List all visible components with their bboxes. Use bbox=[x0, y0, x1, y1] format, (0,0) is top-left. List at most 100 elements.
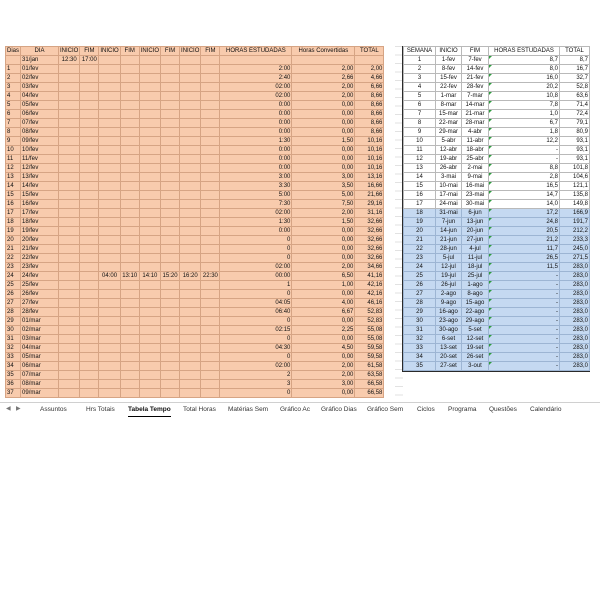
daily-cell[interactable] bbox=[58, 361, 81, 371]
daily-cell[interactable] bbox=[200, 127, 221, 137]
daily-cell[interactable]: 10,16 bbox=[354, 136, 385, 146]
daily-cell[interactable] bbox=[200, 388, 221, 398]
weekly-cell[interactable]: 9 bbox=[403, 127, 436, 137]
weekly-cell[interactable]: 4 bbox=[403, 82, 436, 92]
daily-cell[interactable]: 5,00 bbox=[291, 190, 356, 200]
weekly-cell[interactable]: 5-abr bbox=[435, 136, 462, 146]
daily-cell[interactable]: 15:20 bbox=[160, 271, 181, 281]
daily-cell[interactable]: 16 bbox=[5, 199, 22, 209]
daily-cell[interactable] bbox=[160, 298, 181, 308]
daily-cell[interactable]: 66,58 bbox=[354, 388, 385, 398]
daily-cell[interactable]: 13,16 bbox=[354, 172, 385, 182]
daily-cell[interactable] bbox=[200, 370, 221, 380]
daily-cell[interactable] bbox=[58, 262, 81, 272]
daily-cell[interactable] bbox=[160, 379, 181, 389]
daily-cell[interactable]: 8 bbox=[5, 127, 22, 137]
weekly-cell[interactable]: 2 bbox=[403, 64, 436, 74]
daily-cell[interactable]: 06/mar bbox=[20, 361, 60, 371]
daily-cell[interactable]: 10 bbox=[5, 145, 22, 155]
daily-cell[interactable] bbox=[119, 235, 140, 245]
daily-cell[interactable]: 27 bbox=[5, 298, 22, 308]
daily-cell[interactable] bbox=[79, 235, 100, 245]
daily-cell[interactable]: 4,00 bbox=[291, 298, 356, 308]
weekly-cell[interactable]: 121,1 bbox=[559, 181, 590, 191]
daily-cell[interactable] bbox=[179, 208, 202, 218]
daily-cell[interactable]: 0,00 bbox=[291, 118, 356, 128]
weekly-cell[interactable]: 149,8 bbox=[559, 199, 590, 209]
daily-cell[interactable] bbox=[98, 208, 121, 218]
daily-cell[interactable] bbox=[58, 352, 81, 362]
daily-cell[interactable] bbox=[160, 172, 181, 182]
weekly-cell[interactable]: 16-ago bbox=[435, 307, 462, 317]
daily-header-cell[interactable]: DIA bbox=[20, 46, 60, 56]
daily-cell[interactable] bbox=[79, 190, 100, 200]
daily-cell[interactable] bbox=[58, 289, 81, 299]
daily-cell[interactable]: 3 bbox=[5, 82, 22, 92]
daily-cell[interactable] bbox=[58, 64, 81, 74]
daily-cell[interactable] bbox=[58, 181, 81, 191]
daily-cell[interactable] bbox=[119, 91, 140, 101]
daily-cell[interactable] bbox=[58, 127, 81, 137]
daily-header-cell[interactable]: INICIO bbox=[138, 46, 162, 56]
daily-cell[interactable] bbox=[179, 136, 202, 146]
daily-cell[interactable]: 06:40 bbox=[219, 307, 293, 317]
daily-cell[interactable]: 3 bbox=[219, 379, 293, 389]
weekly-cell[interactable]: 6,7 bbox=[488, 118, 560, 128]
daily-cell[interactable] bbox=[200, 217, 221, 227]
daily-cell[interactable] bbox=[98, 136, 121, 146]
daily-cell[interactable] bbox=[58, 244, 81, 254]
daily-cell[interactable] bbox=[179, 118, 202, 128]
daily-cell[interactable] bbox=[98, 370, 121, 380]
daily-cell[interactable] bbox=[200, 199, 221, 209]
daily-cell[interactable] bbox=[58, 370, 81, 380]
weekly-cell[interactable]: 25-abr bbox=[461, 154, 489, 164]
daily-cell[interactable] bbox=[160, 334, 181, 344]
daily-cell[interactable]: 7:30 bbox=[219, 199, 293, 209]
daily-cell[interactable] bbox=[160, 100, 181, 110]
daily-cell[interactable] bbox=[200, 154, 221, 164]
daily-cell[interactable]: 0 bbox=[219, 397, 293, 398]
daily-cell[interactable] bbox=[98, 55, 121, 65]
daily-cell[interactable]: 30 bbox=[5, 325, 22, 335]
daily-cell[interactable] bbox=[200, 91, 221, 101]
daily-cell[interactable]: 6,66 bbox=[354, 82, 385, 92]
daily-cell[interactable]: 42,16 bbox=[354, 289, 385, 299]
daily-cell[interactable] bbox=[58, 334, 81, 344]
daily-cell[interactable] bbox=[200, 235, 221, 245]
weekly-cell[interactable]: 12-set bbox=[461, 334, 489, 344]
daily-cell[interactable] bbox=[98, 172, 121, 182]
daily-cell[interactable] bbox=[179, 199, 202, 209]
daily-cell[interactable] bbox=[79, 109, 100, 119]
daily-cell[interactable] bbox=[200, 118, 221, 128]
daily-cell[interactable] bbox=[98, 82, 121, 92]
daily-cell[interactable] bbox=[200, 136, 221, 146]
daily-cell[interactable] bbox=[179, 226, 202, 236]
daily-cell[interactable]: 04:05 bbox=[219, 298, 293, 308]
daily-cell[interactable] bbox=[200, 55, 221, 65]
daily-cell[interactable] bbox=[79, 199, 100, 209]
daily-cell[interactable] bbox=[119, 82, 140, 92]
daily-cell[interactable]: 1:30 bbox=[219, 217, 293, 227]
daily-cell[interactable] bbox=[119, 55, 140, 65]
daily-cell[interactable] bbox=[179, 280, 202, 290]
daily-cell[interactable]: 3,00 bbox=[291, 379, 356, 389]
daily-cell[interactable] bbox=[79, 244, 100, 254]
daily-cell[interactable] bbox=[119, 388, 140, 398]
daily-cell[interactable] bbox=[98, 109, 121, 119]
weekly-cell[interactable]: 25 bbox=[403, 271, 436, 281]
daily-cell[interactable]: 13:10 bbox=[119, 271, 140, 281]
daily-cell[interactable] bbox=[138, 163, 162, 173]
daily-cell[interactable] bbox=[200, 334, 221, 344]
daily-cell[interactable]: 6 bbox=[5, 109, 22, 119]
daily-cell[interactable]: 2:00 bbox=[219, 64, 293, 74]
weekly-cell[interactable]: 3-out bbox=[461, 361, 489, 371]
sheet-tab-ciclos[interactable]: Ciclos bbox=[417, 406, 435, 413]
daily-cell[interactable] bbox=[200, 298, 221, 308]
sheet-tab-hrs-totais[interactable]: Hrs Totais bbox=[86, 406, 115, 413]
sheet-tab-programa[interactable]: Programa bbox=[448, 406, 477, 413]
daily-cell[interactable]: 3,00 bbox=[291, 172, 356, 182]
daily-cell[interactable]: 55,08 bbox=[354, 334, 385, 344]
weekly-cell[interactable]: 7-fev bbox=[461, 55, 489, 65]
daily-cell[interactable] bbox=[79, 127, 100, 137]
daily-cell[interactable] bbox=[179, 325, 202, 335]
